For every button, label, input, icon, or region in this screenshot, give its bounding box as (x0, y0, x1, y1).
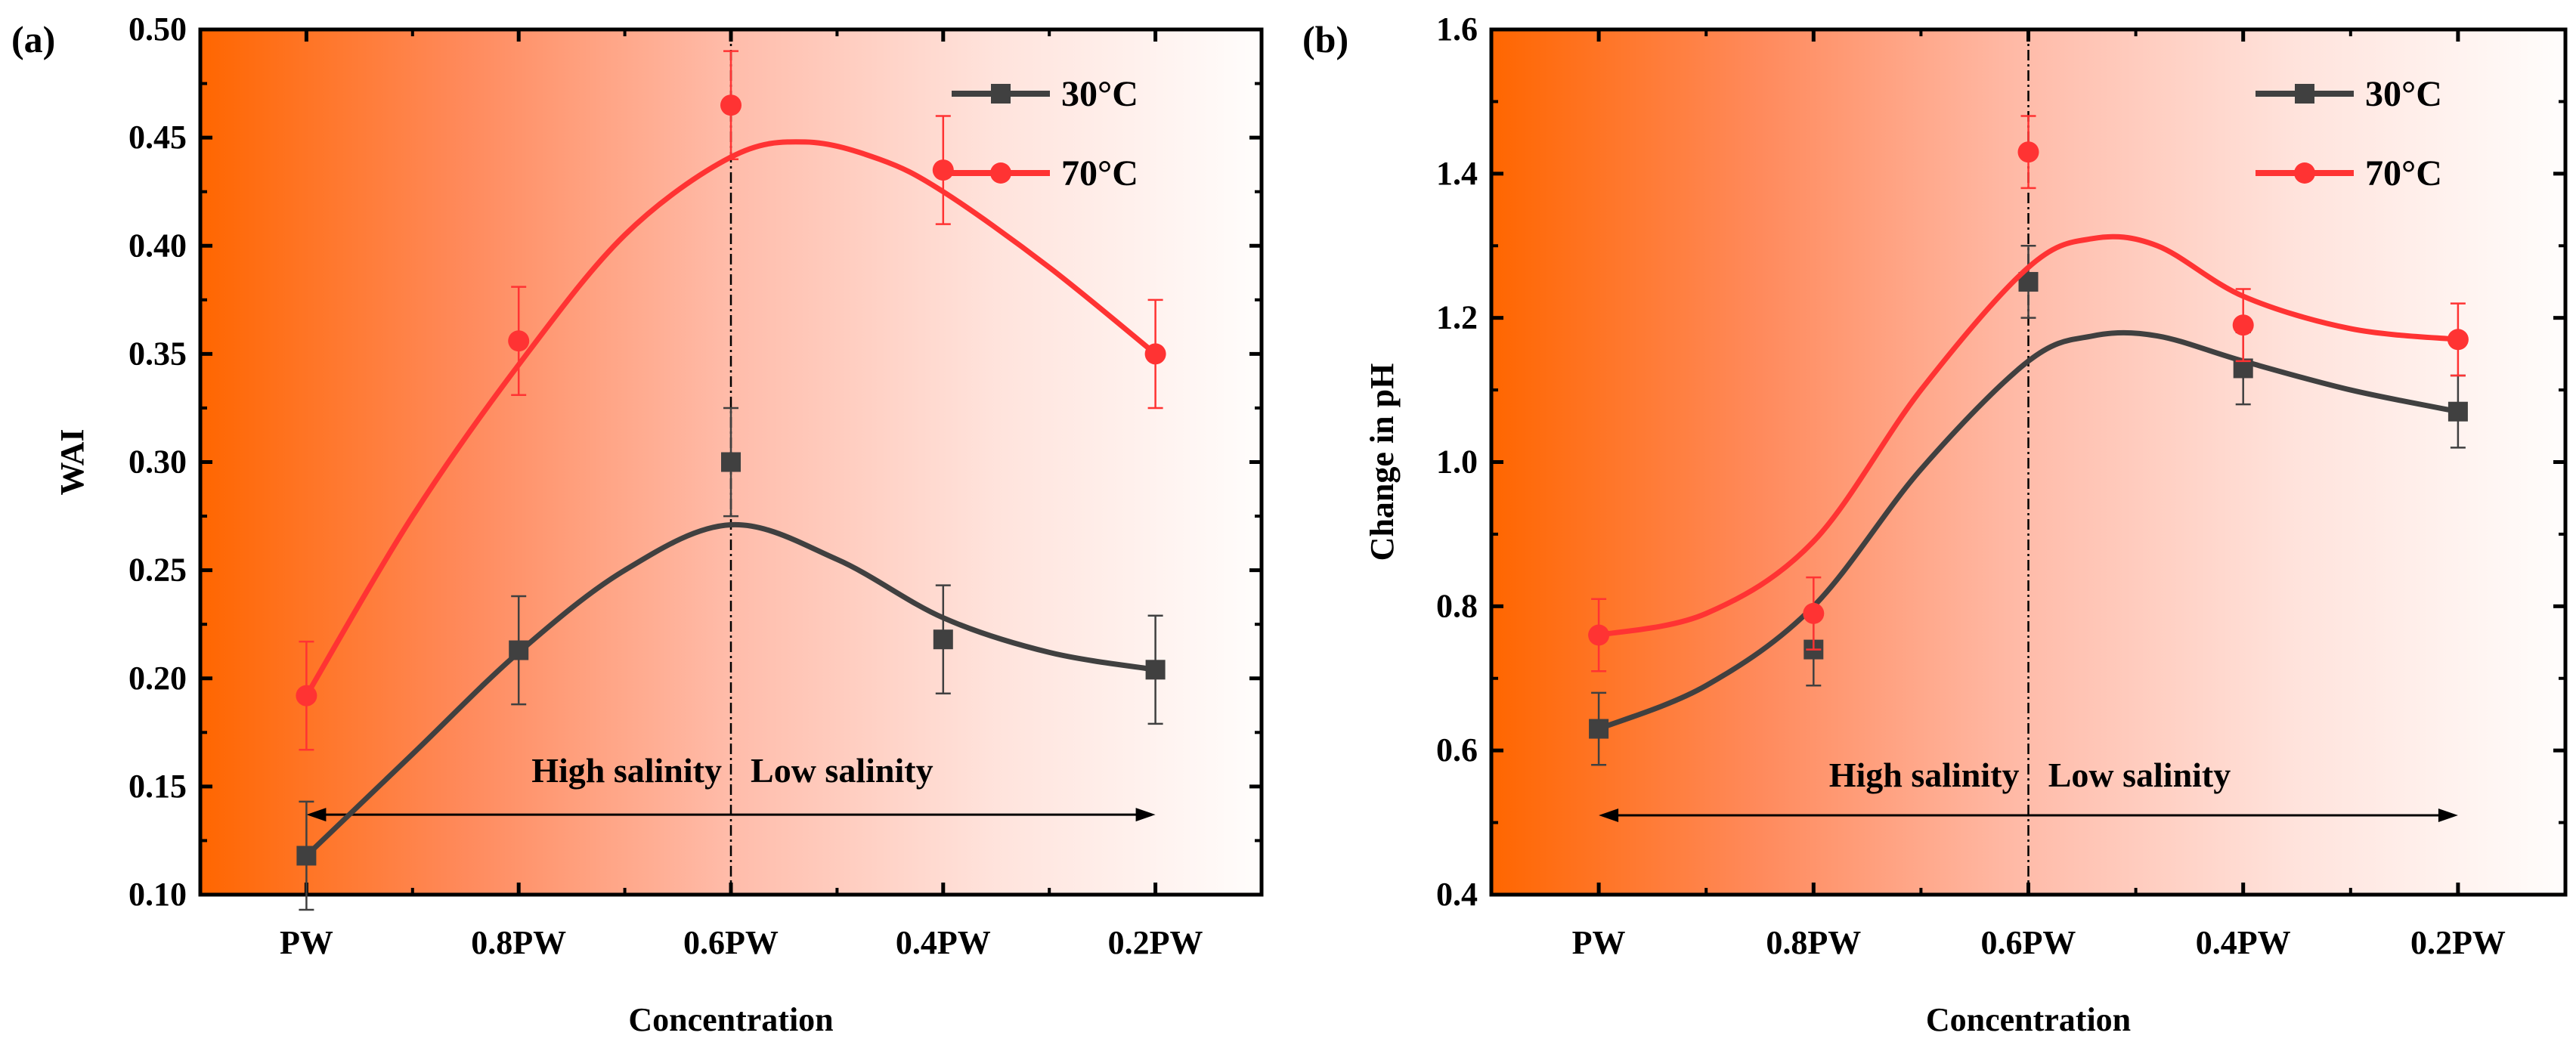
arrow-head-left (306, 808, 327, 822)
y-tick-label: 0.40 (128, 227, 187, 264)
data-point-square (509, 640, 529, 660)
x-tick-label: PW (1572, 924, 1626, 961)
high-salinity-label: High salinity (531, 751, 722, 790)
y-tick-label: 0.50 (128, 11, 187, 48)
low-salinity-label: Low salinity (2048, 756, 2231, 794)
legend-label: 70°C (2365, 153, 2442, 193)
y-tick-label: 0.25 (128, 552, 187, 589)
panel-label: (b) (1302, 18, 1348, 60)
x-axis-label: Concentration (628, 1001, 833, 1038)
chart-panel-b: 0.4 0.6 0.8 1.0 1.2 1.4 1.6 PW 0.8PW 0.6PW 0.4PW 0.… (1302, 11, 2568, 1038)
data-point-square (1589, 719, 1609, 739)
x-tick-label: 0.2PW (1108, 924, 1203, 961)
legend-label: 70°C (1061, 153, 1138, 193)
data-point-circle (296, 685, 317, 707)
y-axis-label: WAI (54, 428, 91, 495)
x-tick-label: 0.8PW (1766, 924, 1861, 961)
legend-label: 30°C (1061, 74, 1138, 114)
low-salinity-label: Low salinity (751, 751, 933, 790)
data-point-square (933, 629, 953, 650)
x-tick-label: 0.8PW (471, 924, 566, 961)
y-tick-label: 1.6 (1436, 11, 1478, 48)
data-point-circle (1803, 602, 1825, 624)
data-point-circle (1144, 343, 1166, 365)
x-axis-label: Concentration (1926, 1001, 2131, 1038)
panel-label: (a) (11, 18, 55, 60)
arrow-head-right (1135, 808, 1156, 822)
data-point-circle (2232, 314, 2254, 336)
fit-curve (304, 521, 1156, 858)
data-point-square (1145, 660, 1166, 680)
fit-curve (1598, 233, 2459, 638)
chart-panel-a: 0.10 0.15 0.20 0.25 0.30 0.35 0.40 0.45 0.50 PW 0.… (11, 11, 1264, 1038)
y-axis-label: Change in pH (1364, 363, 1401, 561)
data-point-circle (508, 330, 530, 352)
data-point-circle (1588, 624, 1610, 646)
series-70c (1588, 115, 2469, 673)
data-point-circle (2447, 329, 2469, 351)
legend-marker-circle (990, 162, 1011, 184)
y-tick-label: 1.2 (1436, 299, 1478, 336)
x-tick-label: 0.6PW (1981, 924, 2076, 961)
y-tick-label: 0.30 (128, 444, 187, 481)
high-salinity-label: High salinity (1829, 756, 2020, 794)
series-30c (296, 407, 1166, 911)
data-point-circle (932, 159, 954, 181)
x-tick-label: 0.6PW (683, 924, 779, 961)
data-point-circle (720, 94, 742, 116)
arrow-head-left (1599, 809, 1619, 823)
x-tick-label: 0.4PW (896, 924, 991, 961)
legend-marker-square (991, 84, 1011, 104)
series-70c (296, 50, 1166, 751)
data-point-square (2448, 401, 2468, 422)
y-tick-label: 0.45 (128, 119, 187, 156)
legend-label: 30°C (2365, 74, 2442, 114)
y-tick-label: 0.8 (1436, 587, 1478, 624)
data-point-circle (2017, 141, 2039, 163)
y-tick-label: 0.6 (1436, 731, 1478, 768)
fit-curve (1597, 329, 2459, 731)
y-tick-label: 0.4 (1436, 876, 1478, 913)
legend-marker-circle (2294, 162, 2315, 184)
legend-marker-square (2295, 84, 2314, 104)
x-tick-label: 0.4PW (2196, 924, 2291, 961)
arrow-head-right (2438, 809, 2458, 823)
y-tick-label: 0.10 (128, 876, 187, 913)
data-point-square (721, 452, 741, 472)
data-point-square (296, 846, 317, 866)
y-tick-label: 0.20 (128, 660, 187, 697)
y-tick-label: 1.4 (1436, 155, 1478, 192)
y-tick-label: 0.15 (128, 768, 187, 805)
y-tick-label: 0.35 (128, 335, 187, 372)
y-tick-label: 1.0 (1436, 444, 1478, 481)
x-tick-label: PW (280, 924, 333, 961)
x-tick-label: 0.2PW (2410, 924, 2506, 961)
